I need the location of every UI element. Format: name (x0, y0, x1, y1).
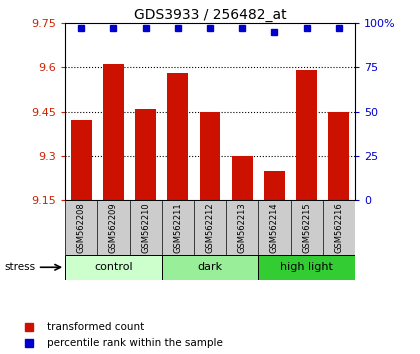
Bar (135, 109, 156, 200)
Text: control: control (94, 262, 133, 272)
Bar (232, 156, 253, 200)
Bar (167, 73, 188, 200)
Text: GSM562211: GSM562211 (173, 202, 182, 253)
Text: GSM562216: GSM562216 (334, 202, 343, 253)
Text: GSM562208: GSM562208 (77, 202, 86, 253)
Bar (71, 120, 92, 200)
Bar (162, 255, 258, 280)
Bar (296, 70, 317, 200)
Bar (103, 64, 124, 200)
Bar (264, 171, 285, 200)
Bar (200, 112, 221, 200)
Text: GSM562209: GSM562209 (109, 202, 118, 253)
Text: GSM562215: GSM562215 (302, 202, 311, 253)
Text: stress: stress (4, 262, 35, 272)
Bar (328, 112, 349, 200)
Bar (65, 255, 162, 280)
Bar (258, 255, 355, 280)
Text: high light: high light (280, 262, 333, 272)
Text: GSM562212: GSM562212 (205, 202, 215, 253)
Text: GSM562210: GSM562210 (141, 202, 150, 253)
Title: GDS3933 / 256482_at: GDS3933 / 256482_at (134, 8, 286, 22)
Text: dark: dark (197, 262, 223, 272)
Text: percentile rank within the sample: percentile rank within the sample (47, 338, 223, 348)
Text: GSM562214: GSM562214 (270, 202, 279, 253)
Text: transformed count: transformed count (47, 322, 145, 332)
Text: GSM562213: GSM562213 (238, 202, 247, 253)
